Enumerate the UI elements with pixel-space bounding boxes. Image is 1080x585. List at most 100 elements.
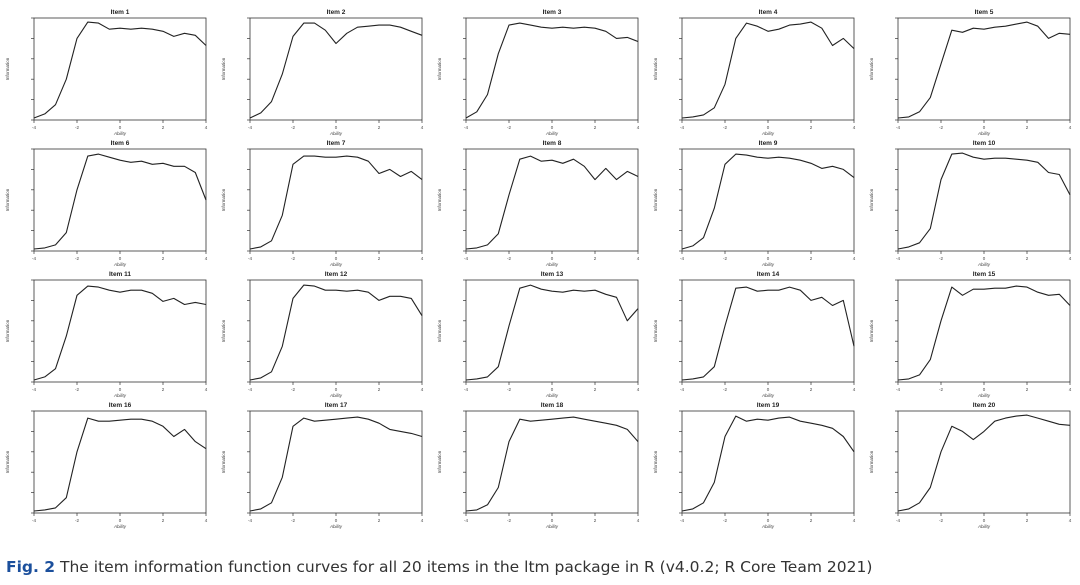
x-tick-label: 2	[594, 125, 597, 130]
information-curve	[249, 22, 423, 119]
x-tick-label: 4	[1069, 387, 1072, 392]
x-tick-label: -4	[32, 125, 36, 130]
information-curve	[681, 415, 855, 512]
x-tick-label: -2	[291, 518, 295, 523]
x-tick-label: -2	[939, 125, 943, 130]
x-tick-label: 0	[983, 518, 986, 523]
information-curve	[33, 417, 207, 512]
figure-caption: Fig. 2 The item information function cur…	[6, 558, 872, 576]
plot-frame	[681, 410, 855, 514]
x-axis-label: Ability	[761, 393, 775, 398]
information-curve	[897, 414, 1071, 512]
information-curve	[33, 153, 207, 250]
x-tick-label: -4	[680, 518, 684, 523]
y-axis-label: Information	[221, 450, 226, 473]
x-tick-label: 2	[594, 387, 597, 392]
y-axis-label: Information	[221, 188, 226, 211]
x-axis-label: Ability	[329, 393, 343, 398]
x-axis-label: Ability	[761, 131, 775, 136]
x-tick-label: 0	[551, 518, 554, 523]
x-axis-label: Ability	[761, 262, 775, 267]
x-tick-label: -4	[896, 518, 900, 523]
x-tick-label: -4	[896, 387, 900, 392]
y-axis-label: Information	[653, 450, 658, 473]
x-tick-label: 2	[594, 518, 597, 523]
chart-item-3: Item 3 -4 -2 0 2 4 Ability Information	[437, 9, 640, 136]
x-tick-label: 0	[767, 387, 770, 392]
chart-title: Item 5	[975, 9, 994, 16]
x-tick-label: 2	[162, 387, 165, 392]
x-tick-label: 0	[119, 256, 122, 261]
x-tick-label: 4	[853, 518, 856, 523]
chart-item-16: Item 16 -4 -2 0 2 4 Ability Information	[5, 402, 208, 529]
x-tick-label: -2	[507, 518, 511, 523]
information-curve	[249, 416, 423, 512]
x-axis-label: Ability	[977, 393, 991, 398]
x-axis-label: Ability	[113, 262, 127, 267]
x-tick-label: -2	[291, 125, 295, 130]
chart-item-8: Item 8 -4 -2 0 2 4 Ability Information	[437, 140, 640, 267]
x-tick-label: 0	[335, 256, 338, 261]
x-tick-label: 2	[378, 518, 381, 523]
plot-frame	[897, 410, 1071, 514]
x-tick-label: -4	[680, 256, 684, 261]
x-axis-label: Ability	[545, 262, 559, 267]
x-tick-label: -2	[507, 387, 511, 392]
plot-frame	[681, 279, 855, 383]
y-axis-label: Information	[653, 57, 658, 80]
y-axis-label: Information	[869, 319, 874, 342]
information-curve	[897, 21, 1071, 119]
x-tick-label: 4	[1069, 518, 1072, 523]
plot-frame	[249, 148, 423, 252]
y-axis-label: Information	[5, 450, 10, 473]
x-tick-label: -4	[464, 387, 468, 392]
chart-item-10: Item 10 -4 -2 0 2 4 Ability Information	[869, 140, 1072, 267]
x-tick-label: 4	[1069, 125, 1072, 130]
x-tick-label: 0	[119, 125, 122, 130]
x-tick-label: -2	[75, 256, 79, 261]
y-axis-label: Information	[221, 319, 226, 342]
chart-title: Item 7	[327, 140, 346, 147]
plot-frame	[33, 17, 207, 121]
x-tick-label: -4	[896, 256, 900, 261]
chart-title: Item 9	[759, 140, 778, 147]
y-axis-label: Information	[437, 188, 442, 211]
x-tick-label: 2	[162, 125, 165, 130]
chart-item-14: Item 14 -4 -2 0 2 4 Ability Information	[653, 271, 856, 398]
chart-title: Item 16	[109, 402, 132, 409]
x-tick-label: 4	[421, 518, 424, 523]
x-tick-label: -4	[248, 256, 252, 261]
x-tick-label: -2	[75, 387, 79, 392]
chart-item-13: Item 13 -4 -2 0 2 4 Ability Information	[437, 271, 640, 398]
x-tick-label: 2	[378, 256, 381, 261]
x-tick-label: 2	[810, 125, 813, 130]
x-tick-label: -2	[723, 125, 727, 130]
information-curve	[897, 285, 1071, 381]
x-tick-label: 2	[162, 256, 165, 261]
plot-frame	[33, 148, 207, 252]
chart-item-12: Item 12 -4 -2 0 2 4 Ability Information	[221, 271, 424, 398]
x-tick-label: 4	[853, 125, 856, 130]
x-tick-label: 4	[1069, 256, 1072, 261]
chart-item-6: Item 6 -4 -2 0 2 4 Ability Information	[5, 140, 208, 267]
x-tick-label: 0	[119, 518, 122, 523]
plot-frame	[465, 17, 639, 121]
chart-title: Item 14	[757, 271, 780, 278]
chart-title: Item 3	[543, 9, 562, 16]
information-curve	[465, 284, 639, 381]
caption-label: Fig. 2	[6, 558, 56, 576]
x-tick-label: 2	[1026, 125, 1029, 130]
chart-item-17: Item 17 -4 -2 0 2 4 Ability Information	[221, 402, 424, 529]
x-tick-label: 0	[335, 387, 338, 392]
information-curve	[465, 155, 639, 250]
chart-title: Item 4	[759, 9, 778, 16]
chart-title: Item 1	[111, 9, 130, 16]
x-tick-label: 4	[205, 256, 208, 261]
chart-item-20: Item 20 -4 -2 0 2 4 Ability Information	[869, 402, 1072, 529]
x-axis-label: Ability	[545, 393, 559, 398]
chart-title: Item 6	[111, 140, 130, 147]
chart-title: Item 17	[325, 402, 348, 409]
plot-frame	[249, 279, 423, 383]
plot-frame	[897, 279, 1071, 383]
x-tick-label: -2	[723, 518, 727, 523]
